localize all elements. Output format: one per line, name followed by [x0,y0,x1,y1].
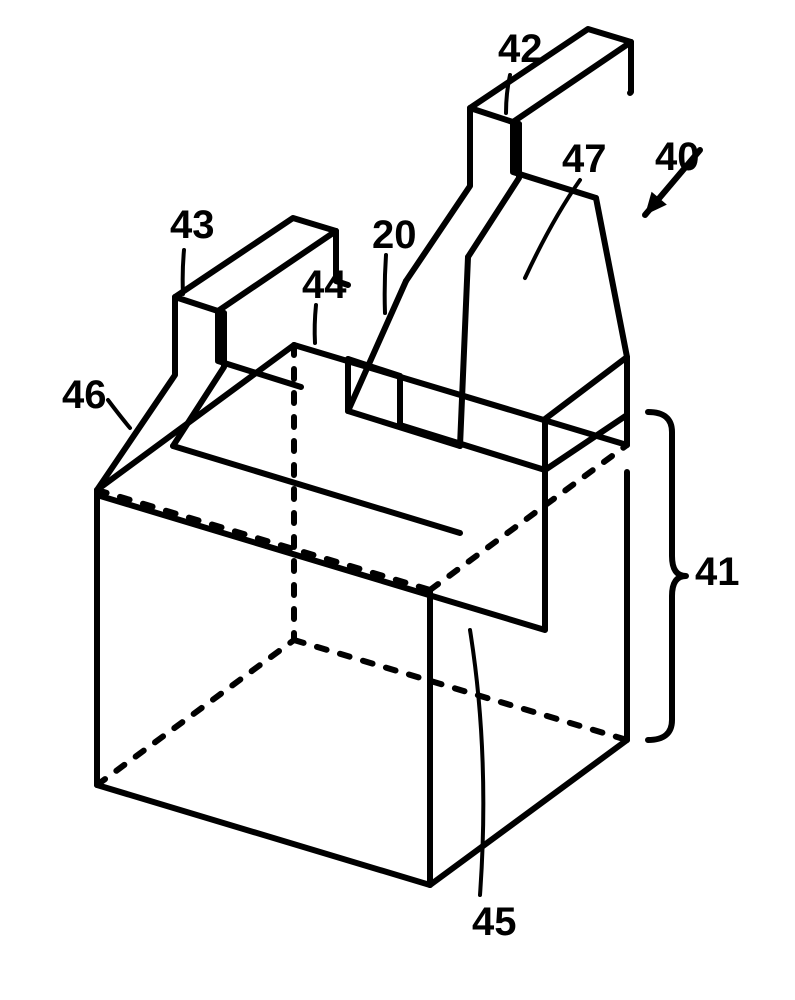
label-44: 44 [302,263,347,307]
label-47: 47 [562,137,607,181]
diagram-canvas: 20 40 41 42 43 44 45 46 47 [0,0,795,1000]
label-43: 43 [170,203,215,247]
leader-47 [525,180,580,278]
label-40: 40 [655,135,700,179]
leader-44 [315,305,316,343]
label-46: 46 [62,373,107,417]
label-20: 20 [372,213,417,257]
leader-20 [385,255,386,313]
visible-edge-lines [97,29,631,885]
label-41: 41 [695,550,740,594]
dimension-bracket-41 [648,412,686,740]
label-42: 42 [498,27,543,71]
leader-43 [183,250,184,294]
leader-46 [108,400,130,428]
label-45: 45 [472,900,517,944]
